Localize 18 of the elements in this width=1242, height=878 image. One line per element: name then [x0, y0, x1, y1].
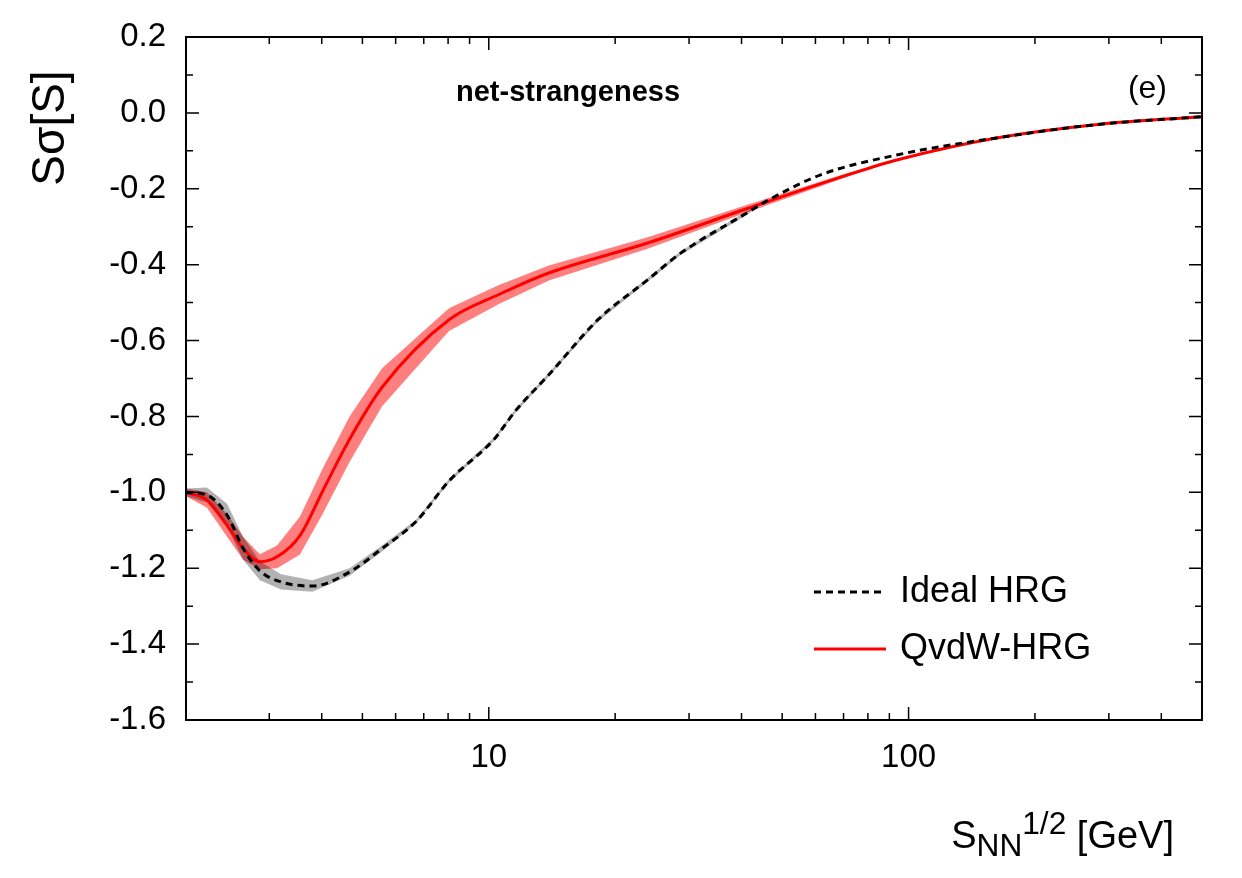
y-tick-label: -1.2 [109, 547, 166, 585]
annotation: net-strangeness [456, 75, 681, 107]
y-tick-label: -1.6 [109, 699, 166, 737]
y-tick-label: -0.2 [109, 167, 166, 205]
y-axis-title: Sσ[S] [22, 70, 74, 186]
y-tick-label: -0.4 [109, 243, 166, 281]
y-tick-label: -1.0 [109, 471, 166, 509]
legend-label: QvdW-HRG [900, 625, 1092, 667]
y-tick-label: -1.4 [109, 623, 166, 661]
x-tick-label: 10 [470, 736, 508, 774]
legend-label: Ideal HRG [900, 568, 1069, 610]
x-tick-label: 100 [881, 736, 937, 774]
y-tick-label: 0.0 [120, 91, 166, 129]
y-tick-label: -0.8 [109, 395, 166, 433]
y-tick-label: -0.6 [109, 319, 166, 357]
annotation: (e) [1127, 68, 1167, 105]
y-tick-label: 0.2 [120, 16, 166, 54]
x-axis-title: S$_{NN}$$^{1/2}$ [GeV] [951, 805, 1174, 864]
